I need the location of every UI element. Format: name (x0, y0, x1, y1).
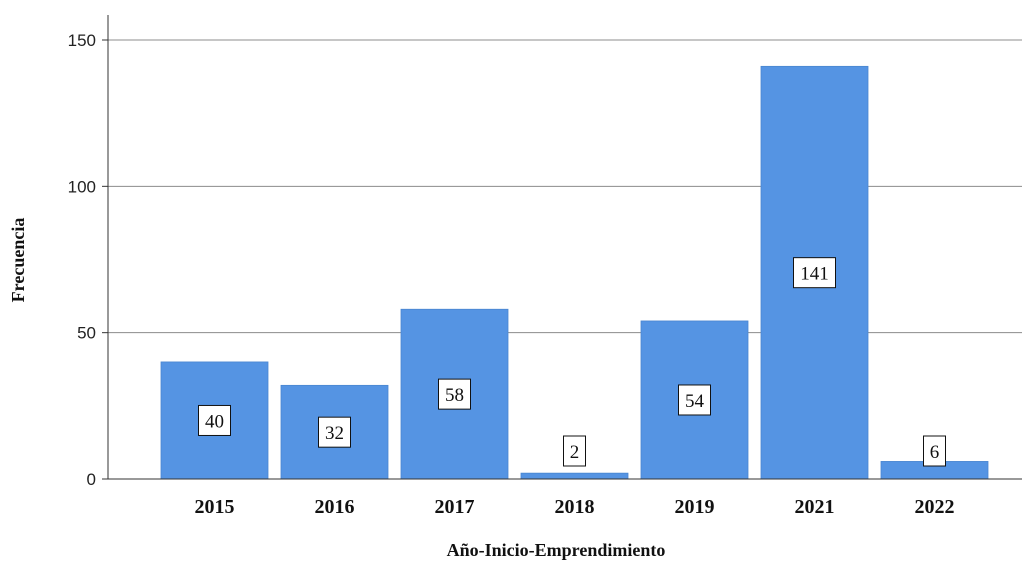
data-label: 32 (325, 423, 344, 444)
bars (160, 65, 989, 480)
data-label: 141 (800, 264, 829, 285)
y-tick-label: 0 (87, 470, 96, 489)
data-labels: 40 32 58 2 54 141 6 (198, 257, 946, 467)
x-tick-label: 2021 (795, 496, 835, 518)
data-label: 40 (205, 411, 224, 432)
data-label: 2 (570, 442, 580, 463)
data-label-box (438, 378, 471, 410)
x-tick-label: 2022 (915, 496, 955, 518)
data-label-box (563, 435, 586, 467)
y-axis-title: Frecuencia (8, 218, 28, 303)
axes: 0 50 100 150 2015 2016 2017 2018 2019 2021 2022 (68, 15, 1022, 518)
x-tick-label: 2019 (675, 496, 715, 518)
data-label-box (318, 416, 351, 448)
data-label-box (793, 257, 836, 289)
x-tick-label: 2015 (195, 496, 235, 518)
x-axis-title: Año-Inicio-Emprendimiento (447, 540, 666, 560)
y-tick-label: 50 (77, 324, 96, 343)
x-tick-label: 2017 (435, 496, 475, 518)
gridlines (108, 39, 1022, 334)
y-tick-label: 150 (68, 31, 96, 50)
y-tick-label: 100 (68, 177, 96, 196)
x-tick-label: 2016 (315, 496, 355, 518)
bar (520, 472, 629, 480)
data-label: 6 (930, 442, 940, 463)
data-label-box (678, 384, 711, 416)
x-tick-label: 2018 (555, 496, 595, 518)
data-label-box (923, 435, 946, 467)
data-label: 58 (445, 385, 464, 406)
data-label-box (198, 404, 231, 436)
data-label: 54 (685, 391, 705, 412)
